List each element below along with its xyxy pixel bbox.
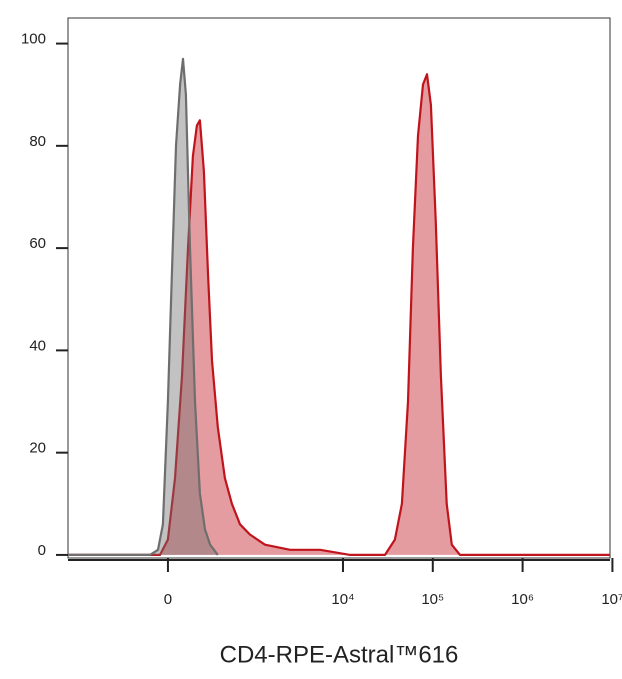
area-fill xyxy=(68,74,610,555)
plot-frame xyxy=(67,17,611,559)
y-tick-label: 80 xyxy=(29,133,46,150)
y-tick-label: 0 xyxy=(38,542,46,559)
histogram-line xyxy=(68,57,219,556)
x-tick-label: 10⁵ xyxy=(421,591,444,608)
area-fill xyxy=(68,58,218,555)
y-tick-label: 20 xyxy=(29,440,46,457)
histogram-line xyxy=(68,73,610,556)
x-tick-label: 10⁷ xyxy=(601,591,622,608)
x-tick-label: 0 xyxy=(164,591,172,608)
x-axis-label: CD4-RPE-Astral™616 xyxy=(220,641,459,668)
x-tick-label: 10⁶ xyxy=(511,591,534,608)
y-tick-label: 60 xyxy=(29,235,46,252)
y-tick-label: 40 xyxy=(29,337,46,354)
x-tick-label: 10⁴ xyxy=(331,591,354,608)
y-tick-label: 100 xyxy=(21,31,46,48)
